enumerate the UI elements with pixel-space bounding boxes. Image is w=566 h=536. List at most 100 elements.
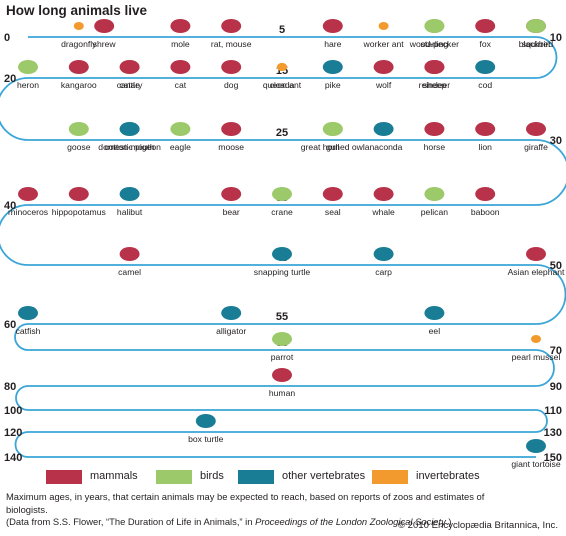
carp-label: carp — [375, 267, 392, 277]
animal-pelican: pelican — [421, 187, 448, 217]
age-marker: 90 — [550, 381, 562, 393]
cattle-label: cattle — [119, 80, 140, 90]
moose-silhouette — [221, 122, 242, 136]
alligator-silhouette — [221, 306, 242, 320]
camel-silhouette — [119, 247, 140, 261]
animal-alligator: alligator — [216, 306, 246, 336]
queen-ant-label: queen ant — [263, 80, 302, 90]
eel-silhouette — [424, 306, 445, 320]
animal-baboon: baboon — [471, 187, 500, 217]
caption-citation-end: .) — [445, 516, 452, 527]
animal-mole: mole — [170, 19, 191, 49]
lifespan-path-line — [0, 36, 566, 458]
seal-label: seal — [325, 207, 341, 217]
age-marker: 50 — [550, 260, 562, 272]
age-marker: 100 — [4, 405, 22, 417]
animal-gull: gull — [322, 122, 343, 152]
rat-mouse-label: rat, mouse — [211, 39, 252, 49]
fox-silhouette — [475, 19, 496, 33]
heron-silhouette — [18, 60, 38, 74]
animal-carp: carp — [373, 247, 394, 277]
animal-hippopotamus: hippopotamus — [52, 187, 106, 217]
eagle-silhouette — [170, 122, 191, 136]
animal-cod: cod — [475, 60, 496, 90]
kangaroo-silhouette — [68, 60, 89, 74]
cicada-label: cicada — [270, 80, 295, 90]
animal-worker-ant: worker ant — [363, 22, 404, 49]
animal-blackbird: blackbird — [519, 19, 554, 49]
dog-label: dog — [224, 80, 239, 90]
legend-swatch-other-vertebrates — [238, 470, 274, 484]
animal-halibut: halibut — [117, 187, 143, 217]
cat-silhouette — [170, 60, 191, 74]
blackbird-label: blackbird — [519, 39, 554, 49]
animal-parrot: parrot — [271, 332, 294, 362]
age-path — [0, 36, 566, 458]
animal-pearl-mussel: pearl mussel — [512, 335, 560, 362]
snapping-turtle-silhouette — [272, 247, 292, 261]
legend-swatch-invertebrates — [372, 470, 408, 484]
animal-starling: starling — [421, 19, 448, 49]
cattle-silhouette — [119, 60, 140, 74]
domestic-pigeon-label: domestic pigeon — [98, 142, 161, 152]
hippopotamus-silhouette — [68, 187, 89, 201]
reindeer-label: reindeer — [419, 80, 451, 90]
wolf-silhouette — [373, 60, 394, 74]
animal-cat: cat — [170, 60, 191, 90]
animal-goose: goose — [67, 122, 91, 152]
giraffe-label: giraffe — [524, 142, 548, 152]
blackbird-silhouette — [526, 19, 546, 33]
whale-silhouette — [373, 187, 394, 201]
goose-label: goose — [67, 142, 91, 152]
crane-label: crane — [271, 207, 293, 217]
fox-label: fox — [479, 39, 491, 49]
squirrel-label: squirrel — [522, 39, 550, 49]
lion-label: lion — [479, 142, 493, 152]
animal-dragonfly: dragonfly — [61, 22, 97, 49]
box-turtle-label: box turtle — [188, 434, 224, 444]
gull-silhouette — [322, 122, 343, 136]
animal-bear: bear — [221, 187, 242, 217]
copyright-credit: © 2010 Encyclopædia Britannica, Inc. — [397, 520, 558, 531]
rat-mouse-silhouette — [221, 19, 242, 33]
snapping-turtle-label: snapping turtle — [254, 267, 311, 277]
animal-rat-mouse: rat, mouse — [211, 19, 252, 49]
giant-tortoise-silhouette — [526, 439, 546, 453]
animal-human: human — [269, 368, 295, 398]
animal-shrew: shrew — [93, 19, 117, 49]
animal-hare: hare — [322, 19, 343, 49]
carp-silhouette — [373, 247, 394, 261]
crane-silhouette — [272, 187, 292, 201]
lion-silhouette — [475, 122, 496, 136]
animal-dog: dog — [221, 60, 242, 90]
pelican-silhouette — [424, 187, 445, 201]
animal-heron: heron — [17, 60, 39, 90]
asian-elephant-label: Asian elephant — [508, 267, 565, 277]
shrew-label: shrew — [93, 39, 117, 49]
cotton-mouth-label: cotton-mouth — [105, 142, 155, 152]
animal-giraffe: giraffe — [524, 122, 548, 152]
age-marker: 140 — [4, 452, 22, 464]
bear-silhouette — [221, 187, 242, 201]
human-silhouette — [272, 368, 292, 382]
hippopotamus-label: hippopotamus — [52, 207, 106, 217]
animal-wolf: wolf — [373, 60, 394, 90]
legend-label-mammals: mammals — [90, 470, 138, 482]
shrew-silhouette — [94, 19, 115, 33]
cotton-mouth-silhouette — [119, 122, 140, 136]
giant-tortoise-label: giant tortoise — [511, 459, 560, 469]
baboon-silhouette — [475, 187, 496, 201]
hare-silhouette — [322, 19, 343, 33]
great-horned-owl-label: great horned owl — [301, 142, 365, 152]
animal-cattle: cattle — [119, 60, 140, 90]
age-marker: 20 — [4, 73, 16, 85]
animal-seal: seal — [322, 187, 343, 217]
dragonfly-label: dragonfly — [61, 39, 97, 49]
age-marker: 130 — [544, 427, 562, 439]
age-marker: 0 — [4, 32, 10, 44]
pearl-mussel-silhouette — [531, 335, 541, 343]
alligator-label: alligator — [216, 326, 246, 336]
caption-citation-source: Proceedings of the London Zoological Soc… — [255, 516, 446, 527]
hare-label: hare — [324, 39, 341, 49]
